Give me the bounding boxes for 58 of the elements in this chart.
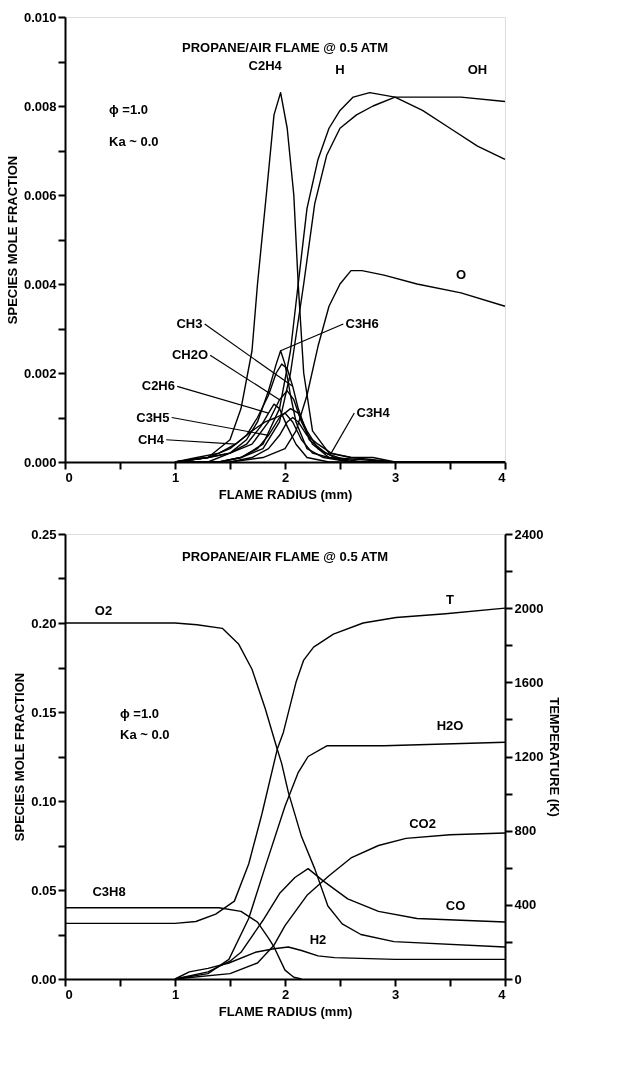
y-axis-title: SPECIES MOLE FRACTION xyxy=(4,155,20,325)
y-tick-label: 0.15 xyxy=(31,704,57,720)
annotation: Ka ~ 0.0 xyxy=(120,727,170,743)
text: CH2O xyxy=(171,347,208,363)
y-tick-label: 0.20 xyxy=(31,615,57,631)
x-tick-label: 3 xyxy=(391,469,400,485)
text: C2H6 xyxy=(141,378,175,394)
annotation: ϕ =1.0 xyxy=(120,705,160,721)
text: CH3 xyxy=(176,316,203,332)
series-label: OH xyxy=(467,62,488,78)
series-label: T xyxy=(446,591,455,607)
y-tick-label: 0.25 xyxy=(31,526,57,542)
y-tick-label: 0.010 xyxy=(23,9,57,25)
annotation: ϕ =1.0 xyxy=(109,102,149,118)
y2-tick-label: 2000 xyxy=(514,600,544,616)
x-tick-label: 0 xyxy=(65,986,73,1002)
y-tick-label: 0.006 xyxy=(23,187,57,203)
y2-axis-title: TEMPERATURE (K) xyxy=(547,697,563,817)
x-tick-label: 4 xyxy=(498,469,507,485)
y-tick-label: 0.00 xyxy=(31,971,57,987)
x-axis-title: FLAME RADIUS (mm) xyxy=(218,486,353,502)
x-tick-label: 2 xyxy=(281,469,290,485)
y-tick-label: 0.008 xyxy=(23,98,57,114)
y2-tick-label: 2400 xyxy=(514,526,544,542)
y-tick-label: 0.004 xyxy=(23,276,58,292)
series-label: O xyxy=(455,267,467,283)
y-tick-label: 0.000 xyxy=(23,454,57,470)
x-tick-label: 2 xyxy=(281,986,290,1002)
y-tick-label: 0.10 xyxy=(31,793,57,809)
x-axis-title: FLAME RADIUS (mm) xyxy=(218,1003,353,1019)
x-tick-label: 1 xyxy=(171,469,180,485)
series-label: C3H8 xyxy=(92,883,126,899)
y2-tick-label: 0 xyxy=(514,971,522,987)
y2-tick-label: 1600 xyxy=(514,674,544,690)
series-label: H2O xyxy=(436,718,464,734)
y-tick-label: 0.002 xyxy=(23,365,57,381)
series-label: CO2 xyxy=(409,816,436,832)
text: C3H4 xyxy=(356,405,391,421)
x-tick-label: 0 xyxy=(65,469,73,485)
series-label: CH4 xyxy=(137,431,165,447)
text: C3H6 xyxy=(345,316,379,332)
annotation: Ka ~ 0.0 xyxy=(109,133,159,149)
x-tick-label: 3 xyxy=(391,986,400,1002)
x-tick-label: 1 xyxy=(171,986,180,1002)
text: PROPANE/AIR FLAME @ 0.5 ATM xyxy=(181,549,389,565)
x-tick-label: 4 xyxy=(498,986,507,1002)
y2-tick-label: 400 xyxy=(514,897,537,913)
text: PROPANE/AIR FLAME @ 0.5 ATM xyxy=(181,40,389,56)
series-label: O2 xyxy=(94,603,113,619)
y-tick-label: 0.05 xyxy=(31,882,57,898)
series-label: H2 xyxy=(309,931,327,947)
y-axis-title: SPECIES MOLE FRACTION xyxy=(12,672,28,842)
text: C3H5 xyxy=(136,409,170,425)
y2-tick-label: 800 xyxy=(514,823,537,839)
series-label: CO xyxy=(445,898,466,914)
series-label: H xyxy=(335,62,345,78)
y2-tick-label: 1200 xyxy=(514,749,544,764)
series-label: C2H4 xyxy=(248,57,283,73)
